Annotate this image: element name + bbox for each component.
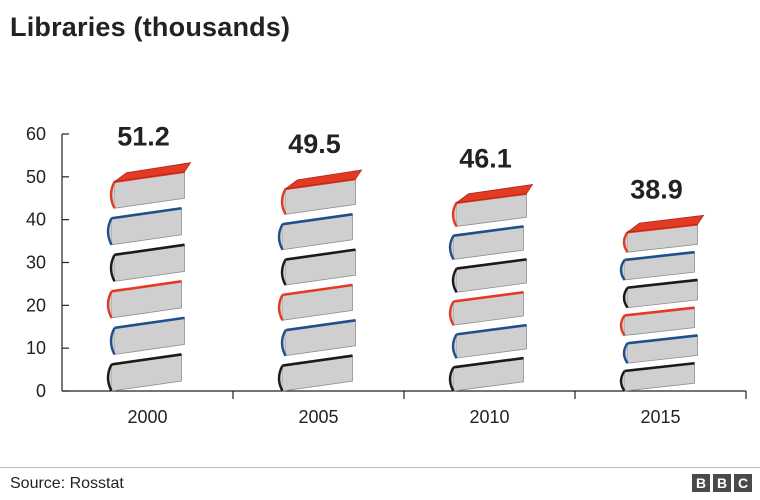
book-spine [451,267,458,293]
book-spine [280,329,287,357]
y-tick-label: 20 [26,295,46,315]
bar-value-label: 38.9 [630,174,683,204]
y-tick-label: 60 [26,124,46,144]
book-spine [109,254,116,282]
book-spine [451,333,458,359]
book-spine [277,223,284,251]
book-cover-edge [453,225,524,237]
book-cover-edge [111,353,182,366]
book-cover-edge [285,248,356,261]
bar-book-stack [106,162,192,392]
y-tick-label: 50 [26,167,46,187]
x-tick-label: 2010 [469,407,509,427]
chart-title: Libraries (thousands) [10,12,291,42]
book-cover-edge [624,250,695,262]
bar-value-label: 46.1 [459,144,512,174]
y-tick-label: 40 [26,210,46,230]
bar-value-label: 51.2 [117,122,170,152]
bbc-logo-letter: B [713,474,731,492]
book-top-cover [285,169,363,190]
y-tick-label: 10 [26,338,46,358]
x-tick-label: 2000 [127,407,167,427]
x-tick-label: 2005 [298,407,338,427]
book-spine [106,217,113,246]
book-cover-edge [282,354,353,367]
book-cover-edge [456,323,527,336]
book-spine [622,342,629,364]
bar-book-stack [277,169,363,392]
book-spine [451,202,458,228]
bbc-logo-letter: C [734,474,752,492]
book-spine [619,314,626,337]
book-cover-edge [627,278,698,289]
chart-plot: 0 10 20 30 40 50 60 2000 51.2 2005 49.5 2010 46.1 201… [26,122,747,427]
book-cover-edge [111,280,182,293]
book-spine [619,370,626,392]
book-spine [448,235,455,260]
source-note: Source: Rosstat [10,475,124,492]
book-cover-edge [456,258,527,270]
book-spine [277,364,284,392]
book-spine [106,363,113,392]
book-spine [622,231,629,253]
bbc-logo-letter: B [692,474,710,492]
y-tick-label: 30 [26,253,46,273]
book-cover-edge [114,243,185,257]
book-spine [619,259,626,281]
book-spine [622,287,629,309]
book-cover-edge [453,290,524,303]
book-cover-edge [114,316,185,330]
book-cover-edge [453,356,524,369]
book-spine [106,290,113,319]
book-spine [109,181,116,209]
book-cover-edge [282,283,353,297]
book-spine [448,300,455,326]
book-top-cover [626,214,705,233]
book-spine [280,258,287,286]
book-spine [280,188,287,215]
book-top-cover [455,184,534,204]
book-top-cover [114,162,192,183]
book-cover-edge [111,206,182,220]
book-cover-edge [624,306,695,317]
bar-book-stack [619,214,705,392]
book-spine [277,294,284,321]
book-cover-edge [282,213,353,226]
book-cover-edge [627,334,698,345]
book-cover-edge [624,361,695,373]
book-spine [448,366,455,392]
footer-divider [0,467,760,468]
x-tick-label: 2015 [640,407,680,427]
bar-value-label: 49.5 [288,129,341,159]
book-spine [109,327,116,356]
bar-book-stack [448,184,534,392]
bbc-logo: B B C [692,474,752,492]
book-cover-edge [285,319,356,332]
y-tick-label: 0 [36,381,46,401]
